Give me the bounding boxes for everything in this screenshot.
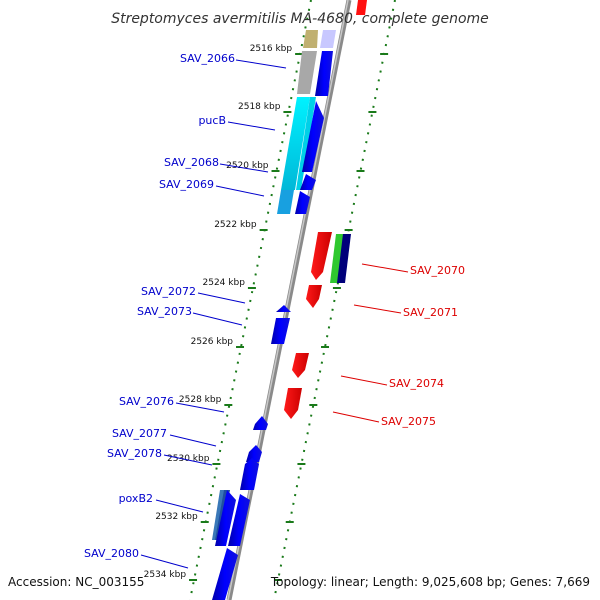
scale-tick-label: 2518 kbp: [238, 102, 281, 112]
gene-block-red-partial[interactable]: [356, 0, 367, 15]
gene-block-green[interactable]: [330, 234, 345, 283]
label-leader-forward: [155, 499, 204, 513]
gene-label-forward[interactable]: poxB2: [119, 492, 153, 505]
gene-block-navy[interactable]: [337, 234, 351, 283]
gene-block-lavender[interactable]: [320, 30, 336, 48]
gene-arrow-sav-2073[interactable]: [271, 318, 290, 344]
gene-label-group: SAV_2066 pucB SAV_2068 SAV_2069 SAV_2072 SAV_…: [84, 52, 465, 560]
scale-tick-label: 2524 kbp: [203, 278, 246, 288]
gene-block-pucb-edge[interactable]: [296, 97, 316, 190]
gene-arrow-sav-2075[interactable]: [284, 388, 302, 419]
gene-label-forward[interactable]: SAV_2066: [180, 52, 235, 65]
gene-arrow-pucb[interactable]: [302, 101, 324, 172]
scale-tick-label: 2516 kbp: [250, 44, 293, 54]
forward-track-left-ruler: [189, 0, 312, 600]
gene-arrow-sav-2076[interactable]: [253, 416, 268, 430]
gene-label-forward[interactable]: SAV_2069: [159, 178, 214, 191]
scale-tick-label: 2526 kbp: [191, 337, 234, 347]
scale-tick-label: 2534 kbp: [144, 570, 187, 580]
label-leader-forward: [235, 59, 287, 69]
gene-label-forward[interactable]: SAV_2073: [137, 305, 192, 318]
gene-label-forward[interactable]: SAV_2080: [84, 547, 139, 560]
gene-block-gray[interactable]: [297, 51, 317, 94]
accession-text: Accession: NC_003155: [8, 575, 144, 589]
gene-block-pucb[interactable]: [281, 97, 310, 190]
gene-arrow-sav-2074[interactable]: [292, 353, 309, 378]
scale-tick-label: 2520 kbp: [226, 161, 269, 171]
reverse-track-right-ruler: [273, 0, 396, 600]
gene-label-reverse[interactable]: SAV_2070: [410, 264, 465, 277]
gene-arrow-poxb2-partner[interactable]: [228, 494, 250, 546]
gene-block-sav-2069-cyan[interactable]: [277, 190, 294, 214]
label-leader-forward: [197, 292, 246, 304]
label-leader-reverse: [361, 263, 409, 273]
gene-arrow-sav-2066[interactable]: [315, 51, 333, 96]
gene-label-forward[interactable]: SAV_2072: [141, 285, 196, 298]
genome-summary-text: Topology: linear; Length: 9,025,608 bp; …: [270, 575, 590, 589]
scale-tick-label: 2528 kbp: [179, 395, 222, 405]
scale-tick-label: 2522 kbp: [214, 220, 257, 230]
gene-label-forward[interactable]: SAV_2077: [112, 427, 167, 440]
gene-label-forward[interactable]: SAV_2078: [107, 447, 162, 460]
gene-arrow-sav-2080[interactable]: [212, 548, 238, 600]
gene-arrow-poxb2[interactable]: [215, 490, 236, 546]
gene-label-forward[interactable]: pucB: [198, 114, 226, 127]
label-leader-lines: [140, 59, 409, 569]
gene-label-forward[interactable]: SAV_2068: [164, 156, 219, 169]
page-title: Streptomyces avermitilis MA-4680, comple…: [111, 11, 489, 27]
scale-tick-group: 2516 kbp 2518 kbp 2520 kbp 2522 kbp 2524 kbp…: [144, 44, 389, 581]
label-leader-reverse: [340, 375, 388, 386]
gene-arrow-sav-2078[interactable]: [240, 458, 259, 490]
gene-arrow-sav-2068[interactable]: [300, 174, 316, 190]
gene-arrow-sav-2077[interactable]: [246, 445, 262, 462]
gene-arrow-sav-2069[interactable]: [295, 191, 310, 214]
gene-arrow-sav-2071[interactable]: [306, 285, 322, 308]
scale-tick-label: 2532 kbp: [155, 512, 198, 522]
gene-arrow-sav-2072[interactable]: [276, 305, 291, 312]
gene-label-reverse[interactable]: SAV_2074: [389, 377, 444, 390]
label-leader-forward: [215, 185, 265, 197]
gene-label-reverse[interactable]: SAV_2071: [403, 306, 458, 319]
label-leader-forward: [227, 121, 276, 131]
label-leader-forward: [175, 402, 225, 413]
gene-label-reverse[interactable]: SAV_2075: [381, 415, 436, 428]
gene-label-forward[interactable]: SAV_2076: [119, 395, 174, 408]
label-leader-forward: [169, 434, 217, 447]
gene-block-khaki[interactable]: [303, 30, 318, 48]
label-leader-reverse: [353, 304, 402, 314]
label-leader-forward: [163, 454, 213, 466]
label-leader-reverse: [332, 411, 380, 423]
scale-tick-label: 2530 kbp: [167, 454, 210, 464]
label-leader-forward: [192, 312, 243, 326]
label-leader-forward: [219, 163, 269, 173]
gene-arrow-sav-2070[interactable]: [311, 232, 332, 280]
label-leader-forward: [140, 554, 189, 569]
